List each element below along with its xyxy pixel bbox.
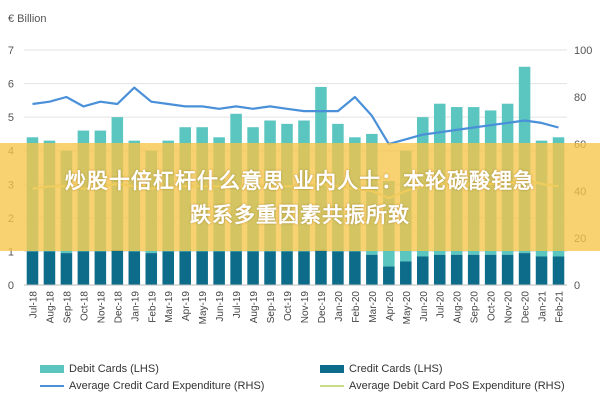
x-tick-label: Sep-18 [62,291,73,324]
credit-card-bar [518,253,531,285]
x-tick-label: Dec-20 [521,291,532,324]
credit-card-bar [298,251,310,285]
credit-card-bar [366,254,378,285]
credit-card-bar [315,249,327,285]
credit-card-bar [60,253,73,285]
x-tick-label: Jul-19 [232,291,243,319]
credit-card-bar [26,251,39,285]
legend-debit-swatch [40,365,64,374]
x-tick-label: Sep-19 [266,291,277,324]
x-tick-label: Mar-20 [368,291,379,323]
left-tick-label: 0 [8,280,14,292]
legend-avg-debit-label: Average Debit Card PoS Expenditure (RHS) [349,380,565,392]
credit-card-bar [484,254,497,285]
credit-card-bar [400,261,412,285]
x-tick-label: Dec-18 [113,291,124,324]
overlay-line-1: 炒股十倍杠杆什么意思 业内人士：本轮碳酸锂急 [64,169,536,193]
credit-card-bar [332,251,344,285]
credit-card-bar [213,251,225,285]
x-tick-label: Nov-20 [504,291,515,324]
x-tick-label: May-20 [402,291,413,325]
x-tick-label: Feb-19 [147,291,158,323]
x-tick-label: Sep-20 [470,291,481,324]
legend-credit: Credit Cards (LHS) [320,363,443,375]
legend-avg-debit: Average Debit Card PoS Expenditure (RHS) [320,380,565,392]
x-tick-label: Nov-19 [300,291,311,324]
legend-avg-credit-label: Average Credit Card Expenditure (RHS) [69,380,265,392]
left-axis-unit-label: € Billion [8,13,47,25]
x-tick-label: Aug-20 [453,291,464,324]
x-tick-label: Aug-19 [249,291,260,324]
legend-credit-swatch [320,365,344,374]
left-tick-label: 6 [8,79,14,91]
legend-avg-credit: Average Credit Card Expenditure (RHS) [40,380,264,392]
x-tick-label: Feb-20 [351,291,362,323]
overlay-banner: 炒股十倍杠杆什么意思 业内人士：本轮碳酸锂急 跌系多重因素共振所致 [0,143,600,251]
x-tick-label: Jun-19 [215,291,226,322]
credit-card-bar [111,249,124,285]
x-tick-label: Dec-19 [317,291,328,324]
credit-card-bar [230,251,242,285]
credit-card-bar [433,254,446,285]
credit-card-bar [349,251,361,285]
credit-card-bar [43,251,56,285]
credit-card-bar [416,256,429,285]
x-tick-label: Jul-20 [436,291,447,319]
legend-debit-label: Debit Cards (LHS) [69,363,159,375]
x-tick-label: Oct-18 [79,291,90,321]
credit-card-bar [145,253,158,285]
x-tick-label: Jun-20 [419,291,430,322]
credit-card-bar [247,251,259,285]
credit-card-bar [128,251,141,285]
credit-card-bar [535,256,548,285]
x-tick-label: Jul-18 [28,291,39,319]
credit-card-bar [162,251,175,285]
right-tick-label: 100 [574,45,592,57]
x-tick-label: May-19 [198,291,209,325]
right-tick-label: 0 [574,280,580,292]
x-tick-label: Jan-20 [334,291,345,322]
x-tick-label: Jan-19 [130,291,141,322]
credit-card-bar [196,251,208,285]
legend-avg-credit-swatch [40,385,64,388]
left-tick-label: 7 [8,45,14,57]
legend-avg-debit-swatch [320,385,344,388]
x-tick-label: Jan-21 [538,291,549,322]
credit-card-bar [450,254,463,285]
credit-card-bar [179,251,191,285]
x-tick-label: Mar-19 [164,291,175,323]
credit-card-bar [77,251,90,285]
x-tick-label: Feb-21 [555,291,566,323]
x-tick-label: Oct-20 [487,291,498,321]
overlay-line-2: 跌系多重因素共振所致 [190,203,410,227]
legend-debit: Debit Cards (LHS) [40,363,159,375]
x-tick-label: Oct-19 [283,291,294,321]
x-tick-label: Aug-18 [45,291,56,324]
credit-card-bar [467,254,480,285]
x-tick-label: Apr-20 [385,291,396,321]
credit-card-bar [94,251,107,285]
x-tick-label: Apr-19 [181,291,192,321]
avg-credit-expenditure-line [32,86,559,146]
legend-credit-label: Credit Cards (LHS) [349,363,443,375]
left-tick-label: 5 [8,112,14,124]
credit-card-bar [501,254,514,285]
credit-card-bar [383,266,395,285]
x-tick-label: Nov-18 [96,291,107,324]
left-tick-label: 1 [8,246,14,258]
right-tick-label: 80 [574,92,586,104]
credit-card-bar [264,251,276,285]
credit-card-bar [281,251,293,285]
credit-card-bar [552,256,565,285]
